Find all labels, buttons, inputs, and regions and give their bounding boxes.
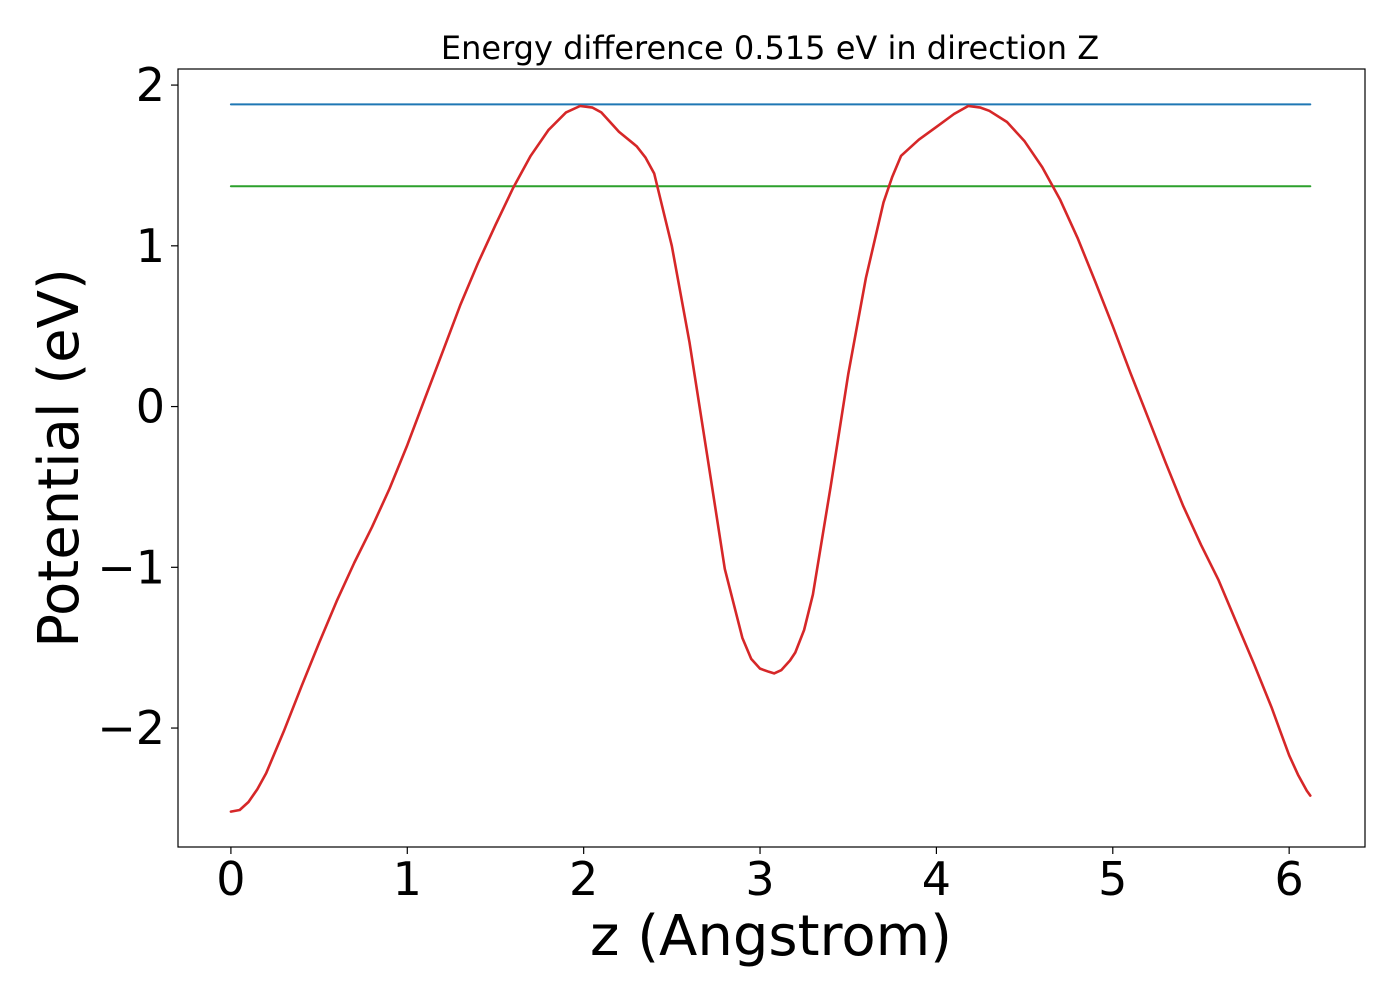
- chart-title: Energy difference 0.515 eV in direction …: [441, 29, 1099, 67]
- y-tick-label: −1: [97, 540, 165, 594]
- x-axis-label: z (Angstrom): [590, 904, 952, 969]
- plot-area-frame: [177, 68, 1366, 848]
- x-tick-label: 5: [1098, 852, 1127, 906]
- x-axis-ticks: 0 1 2 3 4 5 6: [216, 847, 1304, 906]
- y-tick-label: 1: [136, 219, 165, 273]
- x-tick-label: 6: [1275, 852, 1304, 906]
- x-tick-label: 4: [922, 852, 951, 906]
- x-tick-label: 1: [393, 852, 422, 906]
- x-tick-label: 3: [745, 852, 774, 906]
- series-line-2: [229, 104, 1312, 813]
- y-axis-label: Potential (eV): [27, 268, 92, 648]
- y-tick-label: 2: [136, 58, 165, 112]
- y-tick-label: 0: [136, 380, 165, 434]
- y-tick-label: −2: [97, 701, 165, 755]
- x-tick-label: 0: [216, 852, 245, 906]
- x-tick-label: 2: [569, 852, 598, 906]
- series-layer: [229, 103, 1312, 813]
- y-axis-ticks: −2 −1 0 1 2: [97, 58, 178, 755]
